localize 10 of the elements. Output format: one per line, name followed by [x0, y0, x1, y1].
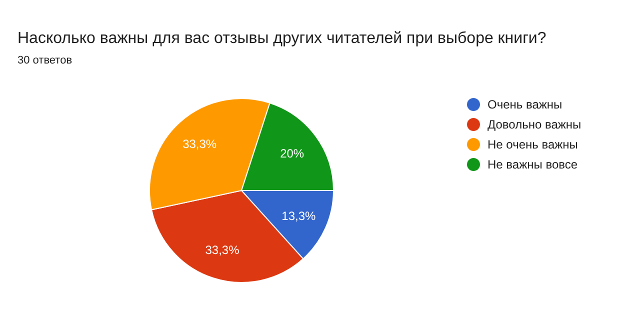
chart-title: Насколько важны для вас отзывы других читателей при выборе книги?	[18, 30, 546, 47]
legend-label: Очень важны	[488, 98, 562, 112]
data-label: 20%	[280, 146, 304, 161]
text: 30 ответов	[18, 54, 72, 66]
legend-label: Не очень важны	[488, 138, 578, 152]
data-label: 33,3%	[205, 243, 240, 258]
legend-label: Не важны вовсе	[488, 158, 578, 172]
data-label: 13,3%	[282, 208, 316, 223]
data-label: 33,3%	[182, 137, 217, 152]
legend-label: Довольно важны	[488, 118, 582, 132]
